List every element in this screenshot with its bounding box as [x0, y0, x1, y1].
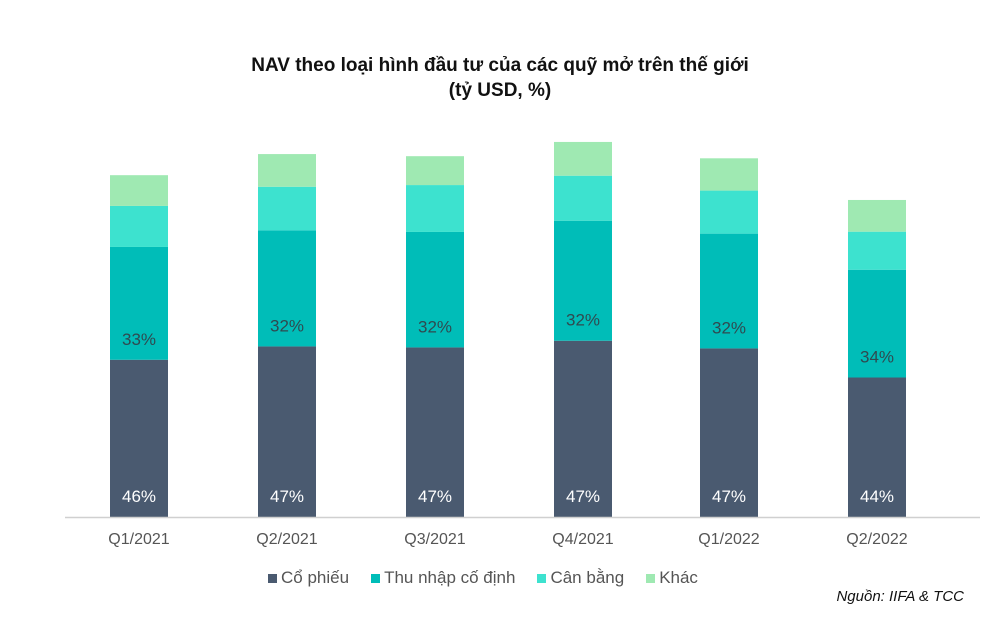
bar-segment-0: [554, 340, 612, 517]
legend-swatch: [646, 573, 656, 583]
bar-segment-1: [700, 233, 758, 349]
bar-segment-1: [110, 246, 168, 360]
data-label: 32%: [566, 311, 600, 330]
source-note: Nguồn: IIFA & TCC: [836, 588, 964, 605]
chart-title: NAV theo loại hình đầu tư của các quỹ mở…: [251, 55, 749, 76]
data-label: 47%: [418, 487, 452, 506]
legend-item-khac: Khác: [646, 568, 698, 588]
data-label: 47%: [270, 487, 304, 506]
bar-segment-0: [258, 346, 316, 517]
bar-segment-0: [848, 377, 906, 517]
bar-segment-3: [700, 158, 758, 191]
bar-segment-2: [406, 185, 464, 232]
legend-swatch: [371, 573, 381, 583]
data-label: 47%: [566, 487, 600, 506]
data-label: 44%: [860, 487, 894, 506]
bar-segment-2: [258, 186, 316, 231]
data-label: 47%: [712, 487, 746, 506]
data-label: 33%: [122, 330, 156, 349]
legend: Cổ phiếu Thu nhập cố định Cân bằng Khác: [268, 568, 698, 588]
data-label: 46%: [122, 487, 156, 506]
bar-segment-0: [110, 359, 168, 517]
legend-label: Cân bằng: [550, 568, 625, 587]
legend-label: Cổ phiếu: [281, 568, 350, 587]
bar-segment-3: [406, 156, 464, 186]
bar-segment-1: [258, 230, 316, 347]
chart-subtitle: (tỷ USD, %): [448, 80, 552, 101]
data-label: 32%: [712, 318, 746, 337]
bar-segment-3: [848, 199, 906, 232]
legend-swatch: [268, 573, 277, 583]
bar-segment-3: [554, 141, 612, 176]
data-label: 34%: [860, 348, 894, 367]
bar-segment-3: [258, 154, 316, 187]
legend-item-co-phieu: Cổ phiếu: [268, 568, 349, 588]
bar-segment-2: [700, 190, 758, 234]
legend-item-can-bang: Cân bằng: [537, 568, 624, 588]
x-tick-label: Q3/2021: [404, 531, 465, 548]
x-tick-label: Q1/2022: [698, 531, 759, 548]
data-label: 32%: [270, 316, 304, 335]
bar-segment-0: [406, 347, 464, 517]
x-tick-label: Q2/2021: [256, 531, 317, 548]
legend-label: Khác: [659, 568, 698, 587]
bar-segment-1: [554, 220, 612, 341]
data-label: 32%: [418, 317, 452, 336]
bar-segment-1: [406, 231, 464, 348]
bar-segment-1: [848, 269, 906, 378]
bar-segment-0: [700, 348, 758, 517]
bar-segment-2: [554, 175, 612, 221]
x-tick-label: Q2/2022: [846, 531, 907, 548]
legend-swatch: [537, 573, 547, 583]
bar-segment-3: [110, 175, 168, 206]
legend-label: Thu nhập cố định: [384, 568, 516, 587]
bar-segment-2: [848, 231, 906, 270]
bar-segment-2: [110, 205, 168, 247]
x-tick-label: Q4/2021: [552, 531, 613, 548]
legend-item-thu-nhap-co-dinh: Thu nhập cố định: [371, 568, 515, 588]
x-tick-label: Q1/2021: [108, 531, 169, 548]
